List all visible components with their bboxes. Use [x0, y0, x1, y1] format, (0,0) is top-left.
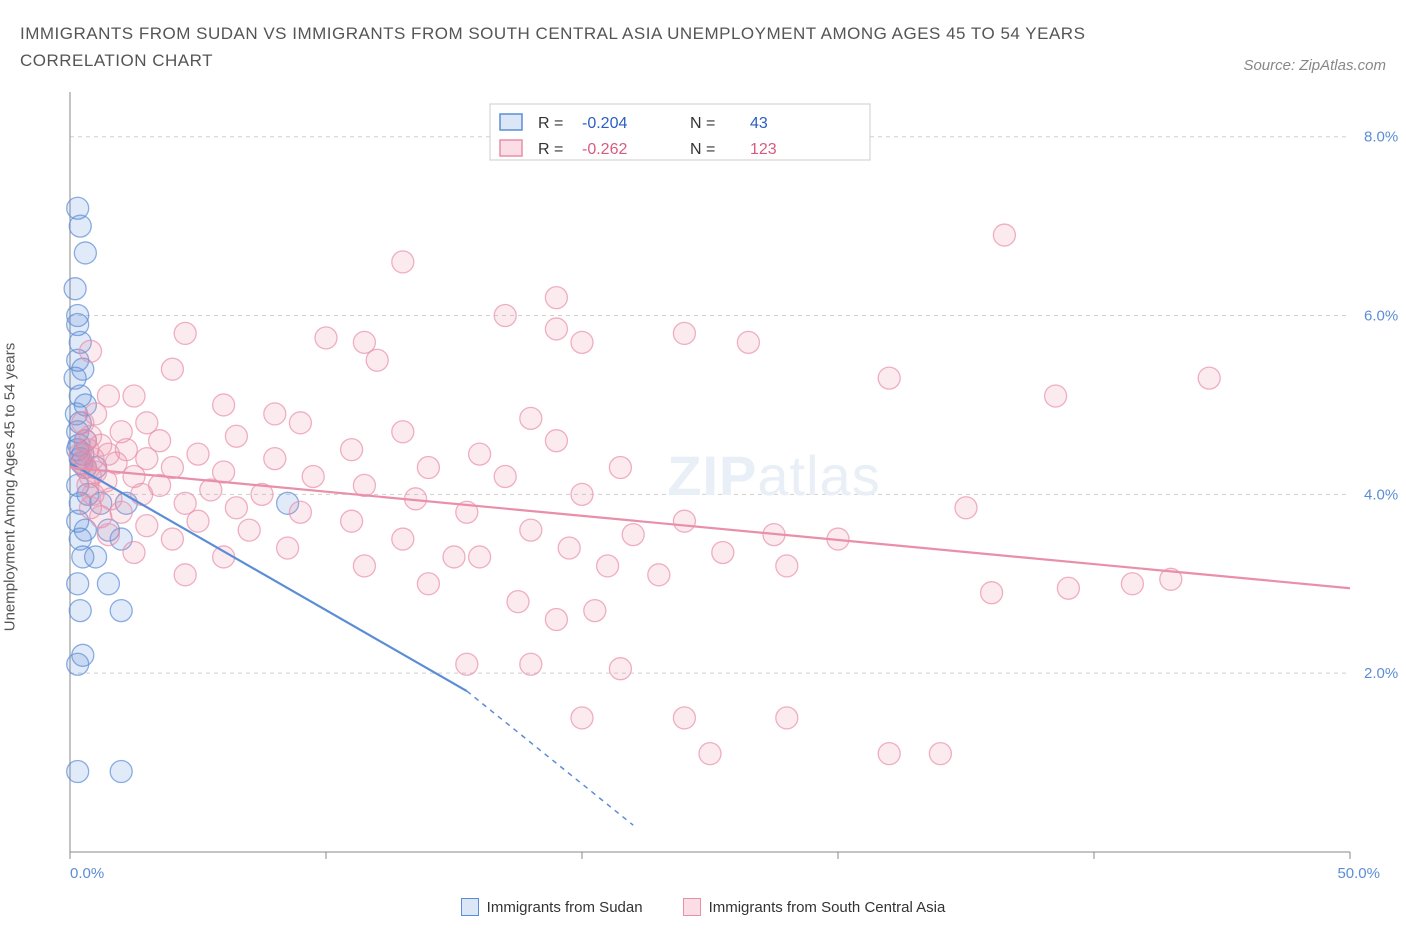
source-label: Source: ZipAtlas.com: [1243, 57, 1386, 74]
correlation-scatter-chart: 2.0% 4.0% 6.0% 8.0% ZIPatlas 0.0% 50.0% R = -0.2…: [20, 82, 1406, 892]
chart-wrap: Unemployment Among Ages 45 to 54 years 2…: [20, 82, 1386, 892]
legend-label-sca: Immigrants from South Central Asia: [709, 899, 946, 916]
y-axis-label: Unemployment Among Ages 45 to 54 years: [2, 343, 19, 632]
svg-text:R =: R =: [538, 115, 563, 132]
svg-text:4.0%: 4.0%: [1364, 487, 1398, 504]
chart-title-line1: IMMIGRANTS FROM SUDAN VS IMMIGRANTS FROM…: [20, 24, 1085, 43]
legend-label-sudan: Immigrants from Sudan: [487, 899, 643, 916]
svg-text:8.0%: 8.0%: [1364, 129, 1398, 146]
svg-text:0.0%: 0.0%: [70, 865, 104, 882]
svg-text:123: 123: [750, 141, 777, 158]
chart-container: IMMIGRANTS FROM SUDAN VS IMMIGRANTS FROM…: [20, 20, 1386, 916]
legend-item-sca: Immigrants from South Central Asia: [683, 898, 946, 916]
bottom-legend: Immigrants from Sudan Immigrants from So…: [20, 898, 1386, 916]
svg-text:6.0%: 6.0%: [1364, 308, 1398, 325]
svg-text:-0.204: -0.204: [582, 115, 627, 132]
svg-text:R =: R =: [538, 141, 563, 158]
svg-text:N =: N =: [690, 141, 715, 158]
legend-item-sudan: Immigrants from Sudan: [461, 898, 643, 916]
title-row: IMMIGRANTS FROM SUDAN VS IMMIGRANTS FROM…: [20, 20, 1386, 74]
svg-text:2.0%: 2.0%: [1364, 666, 1398, 683]
chart-title-line2: CORRELATION CHART: [20, 51, 213, 70]
svg-text:N =: N =: [690, 115, 715, 132]
svg-text:-0.262: -0.262: [582, 141, 627, 158]
svg-text:43: 43: [750, 115, 768, 132]
legend-swatch-sudan: [461, 898, 479, 916]
legend-swatch-sca: [683, 898, 701, 916]
svg-text:50.0%: 50.0%: [1337, 865, 1380, 882]
chart-title: IMMIGRANTS FROM SUDAN VS IMMIGRANTS FROM…: [20, 20, 1085, 74]
svg-text:ZIPatlas: ZIPatlas: [667, 444, 880, 507]
